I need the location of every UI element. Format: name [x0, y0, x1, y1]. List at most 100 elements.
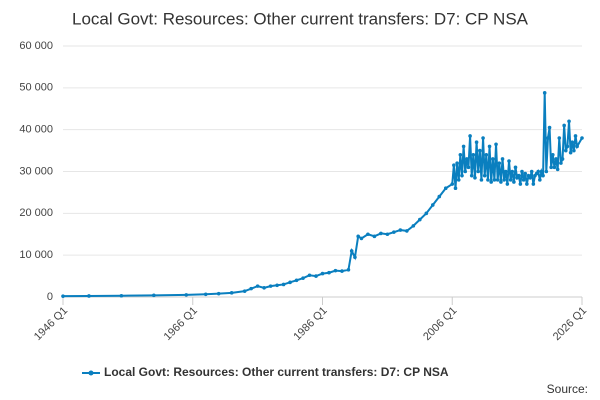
- point: [203, 292, 208, 297]
- point: [486, 178, 490, 182]
- point: [359, 236, 364, 241]
- point: [473, 175, 477, 180]
- point: [443, 186, 448, 191]
- point: [294, 278, 299, 283]
- point: [542, 91, 547, 95]
- chart-title: Local Govt: Resources: Other current tra…: [72, 9, 529, 28]
- point: [487, 144, 492, 149]
- point: [554, 157, 558, 161]
- point: [544, 169, 549, 174]
- point: [320, 271, 325, 276]
- point: [568, 150, 573, 155]
- point: [497, 161, 502, 165]
- point: [538, 178, 542, 182]
- point: [455, 161, 459, 165]
- point: [456, 178, 461, 182]
- point: [87, 294, 91, 298]
- point: [520, 169, 524, 174]
- point: [469, 173, 474, 178]
- point: [346, 268, 351, 272]
- point: [314, 274, 318, 278]
- y-tick-label: 40 000: [19, 124, 53, 136]
- point: [471, 152, 476, 157]
- point: [551, 152, 555, 157]
- point: [503, 169, 508, 174]
- point: [453, 186, 458, 191]
- point: [505, 182, 510, 186]
- point: [372, 234, 377, 239]
- point: [572, 148, 576, 153]
- point: [437, 194, 442, 199]
- point: [523, 171, 528, 176]
- point: [563, 148, 568, 153]
- point: [255, 284, 260, 288]
- point: [392, 230, 396, 234]
- point: [562, 123, 566, 128]
- point: [463, 169, 468, 174]
- x-tick-label: 2026 Q1: [551, 305, 589, 343]
- point: [474, 140, 479, 145]
- point: [565, 144, 570, 149]
- point: [242, 289, 247, 293]
- point: [552, 165, 557, 170]
- point: [546, 136, 550, 140]
- y-tick-label: 10 000: [19, 249, 53, 261]
- x-tick-label: 1946 Q1: [32, 305, 70, 343]
- point: [307, 273, 312, 278]
- point: [560, 157, 565, 161]
- point: [249, 286, 253, 291]
- series-line: [62, 92, 583, 298]
- point: [518, 182, 523, 186]
- point: [460, 173, 464, 178]
- point: [557, 136, 562, 140]
- y-tick-label: 20 000: [19, 207, 53, 219]
- point: [418, 217, 422, 222]
- point: [229, 291, 234, 295]
- point: [481, 136, 485, 140]
- point: [495, 178, 500, 182]
- point: [411, 224, 416, 228]
- point: [398, 228, 403, 232]
- y-tick-label: 0: [47, 291, 53, 303]
- legend-label: Local Govt: Resources: Other current tra…: [104, 365, 449, 379]
- point: [541, 173, 545, 178]
- point: [450, 182, 455, 186]
- point: [489, 180, 493, 184]
- point: [405, 229, 409, 233]
- point: [512, 180, 516, 184]
- point: [547, 125, 552, 130]
- legend-marker: [88, 370, 94, 376]
- point: [539, 169, 544, 174]
- point: [502, 178, 506, 182]
- point: [492, 178, 497, 182]
- point: [484, 152, 489, 157]
- point: [340, 269, 344, 273]
- x-tick-label: 1966 Q1: [162, 305, 200, 343]
- source: Source:: [547, 382, 588, 396]
- point: [479, 178, 484, 182]
- x-tick-label: 2006 Q1: [421, 305, 459, 343]
- point: [516, 173, 521, 178]
- point: [216, 291, 221, 296]
- point: [490, 157, 495, 161]
- point: [468, 134, 472, 138]
- point: [458, 152, 463, 157]
- point: [575, 144, 579, 149]
- point: [570, 140, 575, 145]
- point: [61, 294, 65, 298]
- point: [466, 165, 471, 170]
- point: [508, 178, 513, 182]
- point: [184, 293, 189, 297]
- point: [525, 182, 529, 186]
- point: [499, 180, 503, 184]
- point: [262, 285, 266, 290]
- point: [452, 163, 456, 168]
- point: [275, 283, 279, 288]
- point: [288, 280, 292, 285]
- point: [461, 144, 466, 149]
- point: [482, 173, 487, 178]
- point: [478, 148, 482, 153]
- point: [529, 169, 534, 174]
- point: [580, 136, 584, 140]
- point: [510, 169, 515, 174]
